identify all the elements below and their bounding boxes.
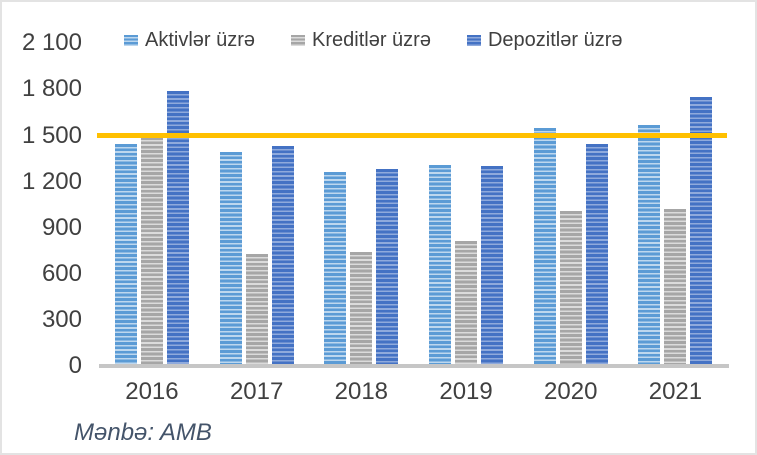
- bar-series1-2017: [219, 152, 242, 367]
- bar-series1-2018: [324, 171, 347, 367]
- x-axis-label: 2016: [125, 378, 179, 405]
- x-axis-line: [98, 364, 729, 368]
- x-axis-label: 2019: [439, 378, 493, 405]
- legend-item-1: Aktivlər üzrə: [124, 29, 255, 52]
- legend-label: Depozitlər üzrə: [487, 29, 623, 51]
- bar-series1-2016: [114, 143, 137, 367]
- bar-series2-2021: [664, 209, 687, 367]
- x-axis-label: 2020: [544, 378, 598, 405]
- bar-series3-2016: [166, 90, 189, 367]
- chart-legend: Aktivlər üzrə Kreditlər üzrə Depozitlər üz…: [124, 29, 622, 52]
- y-axis-tick-label: 600: [41, 259, 82, 287]
- x-axis-label: 2017: [229, 378, 284, 405]
- y-axis-tick-label: 300: [41, 305, 82, 333]
- bar-series2-2018: [350, 251, 373, 367]
- bar-series3-2019: [481, 166, 504, 367]
- legend-item-2: Kreditlər üzrə: [291, 29, 431, 52]
- bar-series3-2021: [690, 97, 713, 367]
- bar-series1-2019: [429, 165, 452, 367]
- legend-label: Kreditlər üzrə: [312, 29, 431, 51]
- bar-series2-2017: [245, 253, 268, 367]
- legend-label: Aktivlər üzrə: [145, 29, 256, 51]
- y-axis-tick-label: 900: [41, 213, 82, 241]
- y-axis-tick-label: 1 200: [21, 167, 82, 195]
- x-axis-label: 2018: [334, 378, 389, 405]
- legend-item-3: Depozitlər üzrə: [466, 29, 623, 52]
- legend-swatch-icon: [466, 35, 481, 46]
- reference-line-1500: [96, 133, 727, 138]
- bar-series1-2020: [533, 127, 556, 367]
- bar-series3-2018: [376, 169, 399, 367]
- legend-swatch-icon: [124, 35, 138, 46]
- bar-series2-2016: [140, 137, 163, 367]
- legend-swatch-icon: [291, 35, 306, 46]
- y-axis-tick-label: 0: [68, 352, 82, 379]
- y-axis-tick-label: 1 500: [21, 121, 82, 149]
- bar-series3-2017: [271, 146, 294, 367]
- bar-series2-2019: [455, 240, 478, 367]
- source-note: Mənbə: AMB: [74, 419, 212, 446]
- y-axis-tick-label: 2 100: [21, 29, 82, 57]
- bar-series1-2021: [638, 124, 661, 367]
- bar-series2-2020: [559, 210, 582, 367]
- y-axis-tick-label: 1 800: [21, 75, 82, 103]
- bar-series3-2020: [585, 143, 608, 367]
- x-axis-label: 2021: [648, 378, 703, 405]
